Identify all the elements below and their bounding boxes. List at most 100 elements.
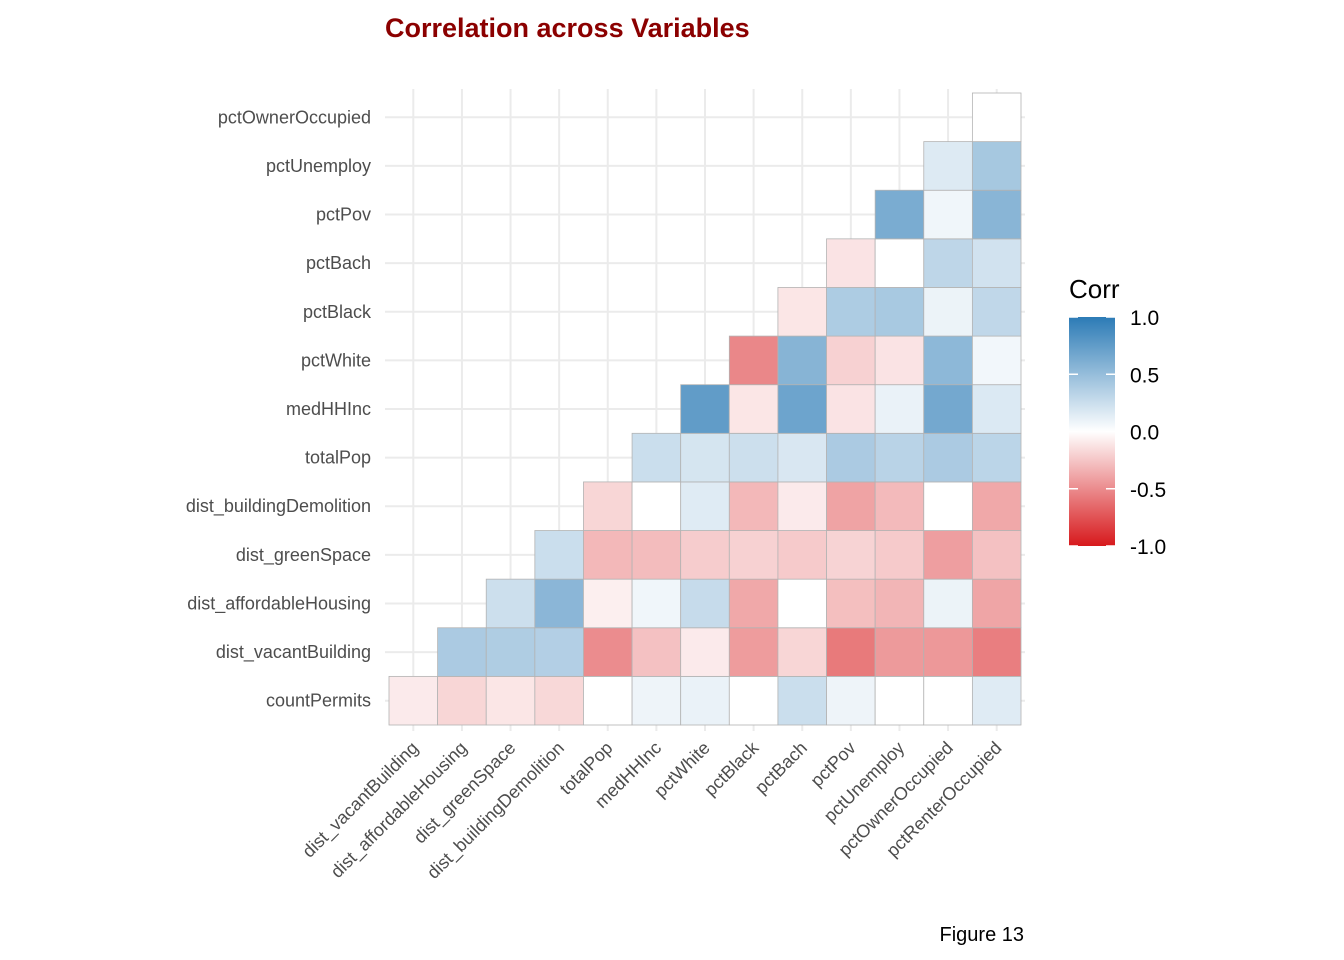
- heatmap-cell: [437, 675, 487, 726]
- heatmap-cell: [777, 627, 827, 677]
- y-tick-label: dist_greenSpace: [236, 545, 371, 566]
- heatmap-cell: [874, 432, 925, 483]
- heatmap-cell: [971, 578, 1022, 629]
- y-tick-label: dist_affordableHousing: [187, 593, 371, 614]
- heatmap-cell: [826, 481, 876, 531]
- heatmap-cell: [631, 530, 682, 580]
- heatmap-cell: [777, 481, 827, 531]
- heatmap-cell: [583, 627, 633, 677]
- heatmap-cell: [826, 530, 876, 580]
- heatmap-cell: [728, 432, 779, 483]
- heatmap-cell: [923, 675, 973, 726]
- y-tick-label: totalPop: [305, 448, 371, 468]
- y-tick-label: pctUnemploy: [266, 156, 371, 176]
- heatmap-cell: [826, 627, 876, 677]
- heatmap-cell: [826, 675, 876, 726]
- heatmap-cell: [388, 675, 439, 726]
- y-tick-label: pctOwnerOccupied: [218, 107, 371, 127]
- y-tick-label: pctPov: [316, 205, 371, 225]
- heatmap-cell: [583, 530, 633, 580]
- heatmap-cell: [971, 481, 1022, 531]
- heatmap-cell: [680, 675, 730, 726]
- heatmap-cell: [680, 384, 730, 434]
- heatmap-cell: [971, 238, 1022, 288]
- legend-tick-label: 1.0: [1130, 307, 1159, 330]
- heatmap-cell: [874, 238, 925, 288]
- heatmap-cell: [923, 287, 973, 337]
- heatmap-cell: [728, 335, 779, 386]
- heatmap-cell: [534, 627, 584, 677]
- heatmap-cell: [923, 578, 973, 629]
- heatmap-cell: [826, 287, 876, 337]
- heatmap-cell: [923, 384, 973, 434]
- heatmap-cell: [971, 92, 1022, 143]
- figure-caption: Figure 13: [940, 924, 1025, 946]
- chart-title: Correlation across Variables: [385, 13, 750, 43]
- heatmap-cell: [728, 481, 779, 531]
- heatmap-cell: [680, 578, 730, 629]
- heatmap-cell: [728, 578, 779, 629]
- heatmap-cell: [826, 432, 876, 483]
- heatmap-cell: [826, 384, 876, 434]
- heatmap-cell: [923, 627, 973, 677]
- heatmap-cell: [971, 141, 1022, 191]
- heatmap-cell: [923, 432, 973, 483]
- heatmap-cell: [826, 238, 876, 288]
- heatmap-cell: [874, 287, 925, 337]
- legend-tick-label: 0.5: [1130, 364, 1159, 387]
- heatmap-cell: [583, 481, 633, 531]
- heatmap-cell: [777, 432, 827, 483]
- heatmap-cell: [923, 189, 973, 240]
- heatmap-cell: [631, 578, 682, 629]
- heatmap-cell: [874, 675, 925, 726]
- y-tick-label: medHHInc: [286, 399, 371, 419]
- heatmap-cell: [680, 432, 730, 483]
- heatmap-cell: [777, 287, 827, 337]
- y-tick-label: pctBlack: [303, 302, 372, 322]
- heatmap-cell: [680, 481, 730, 531]
- legend-ticks: 1.0 0.5 0.0 -0.5 -1.0: [1069, 307, 1166, 559]
- heatmap-cell: [971, 530, 1022, 580]
- legend-title: Corr: [1069, 274, 1120, 304]
- heatmap-cell: [728, 530, 779, 580]
- heatmap-cell: [874, 530, 925, 580]
- x-tick-label: pctBlack: [700, 737, 763, 800]
- heatmap-cell: [971, 384, 1022, 434]
- heatmap-cell: [874, 627, 925, 677]
- heatmap-cell: [971, 189, 1022, 240]
- y-tick-label: dist_vacantBuilding: [216, 642, 371, 663]
- heatmap-cell: [680, 627, 730, 677]
- heatmap-cell: [874, 335, 925, 386]
- heatmap-cell: [777, 578, 827, 629]
- y-tick-label: pctBach: [306, 253, 371, 273]
- heatmap-cell: [680, 530, 730, 580]
- heatmap-cell: [777, 530, 827, 580]
- y-tick-label: dist_buildingDemolition: [186, 496, 371, 517]
- heatmap-cell: [728, 384, 779, 434]
- legend: Corr 1.0 0.5 0.0 -0.5 -1.0: [1069, 274, 1166, 559]
- y-tick-label: pctWhite: [301, 350, 371, 370]
- heatmap-cell: [923, 238, 973, 288]
- heatmap-cell: [971, 675, 1022, 726]
- heatmap-cell: [777, 675, 827, 726]
- heatmap-cell: [631, 675, 682, 726]
- heatmap-tiles: [388, 92, 1022, 726]
- heatmap-cell: [874, 189, 925, 240]
- heatmap-cell: [777, 335, 827, 386]
- heatmap-cell: [485, 675, 536, 726]
- heatmap-cell: [874, 481, 925, 531]
- heatmap-cell: [534, 578, 584, 629]
- heatmap-cell: [971, 335, 1022, 386]
- heatmap-cell: [631, 627, 682, 677]
- heatmap-cell: [971, 627, 1022, 677]
- heatmap-cell: [923, 141, 973, 191]
- heatmap-cell: [923, 481, 973, 531]
- heatmap-cell: [485, 578, 536, 629]
- heatmap-cell: [437, 627, 487, 677]
- heatmap-cell: [826, 335, 876, 386]
- heatmap-cell: [728, 675, 779, 726]
- legend-tick-label: -0.5: [1130, 479, 1166, 502]
- legend-tick-label: 0.0: [1130, 422, 1159, 445]
- heatmap-cell: [631, 481, 682, 531]
